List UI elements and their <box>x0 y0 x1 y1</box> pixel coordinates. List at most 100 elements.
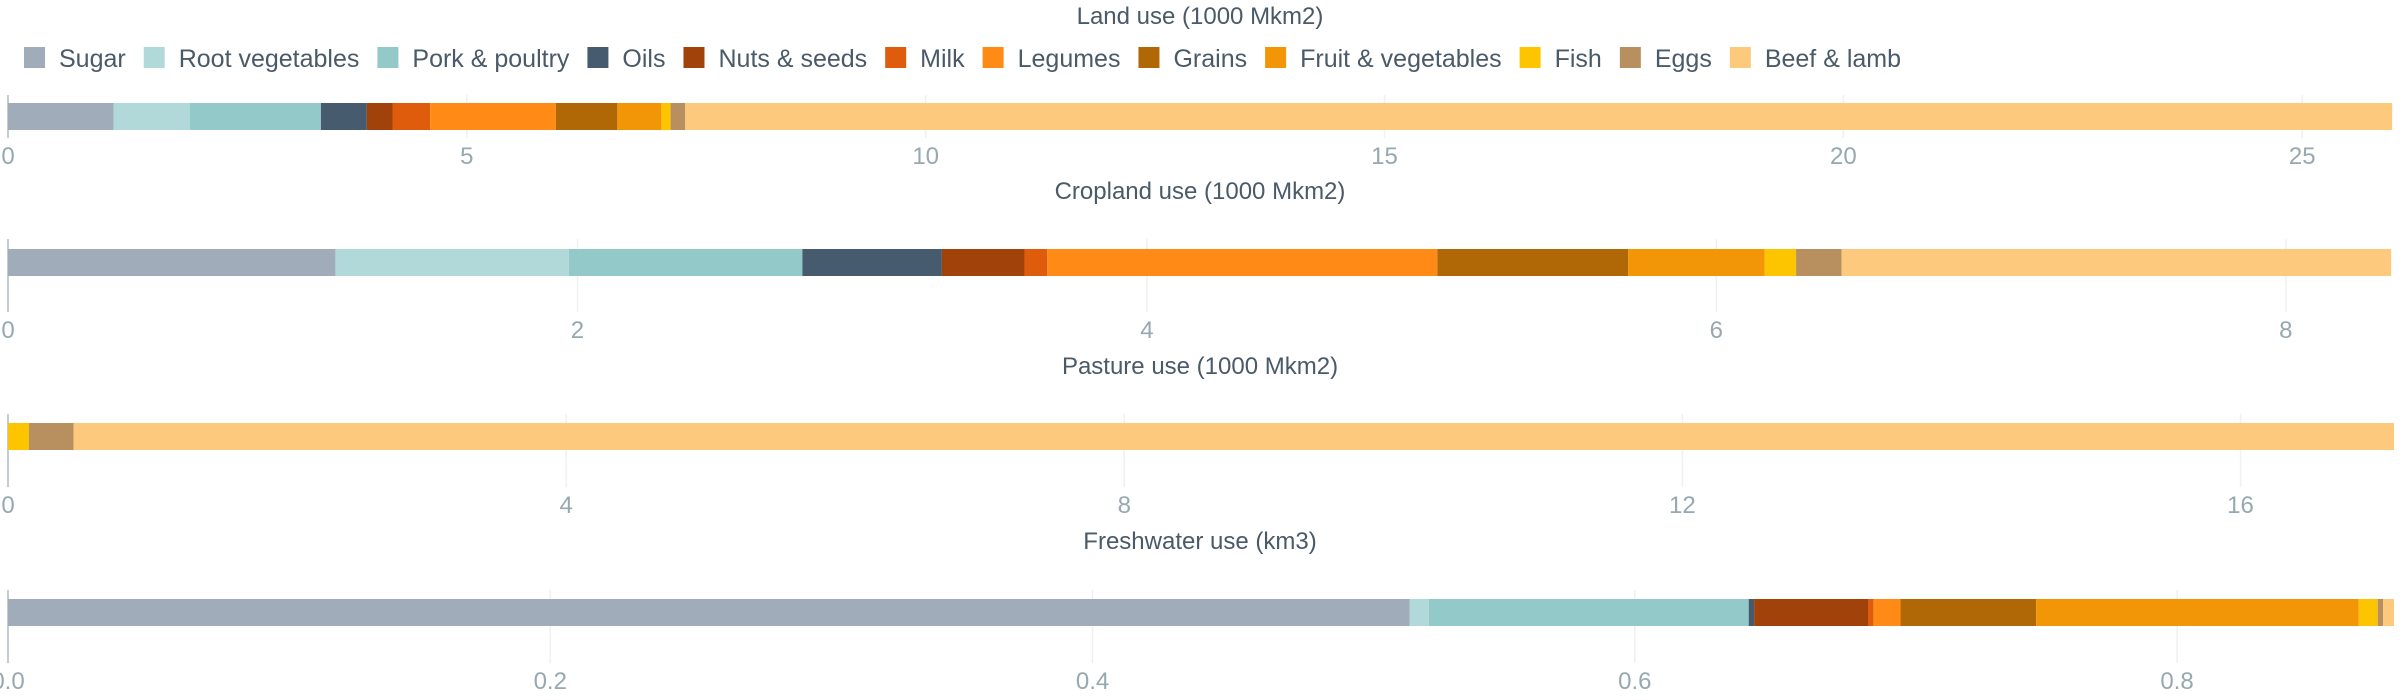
bar-segment-fish <box>2358 599 2378 626</box>
tick-label: 4 <box>559 492 572 519</box>
bar-segment-beef-lamb <box>1841 249 2392 276</box>
bar-segment-fruit-vegetables <box>2036 599 2359 626</box>
bar-segment-grains <box>1437 249 1629 276</box>
bar-segment-fruit-vegetables <box>617 103 662 130</box>
legend-swatch <box>143 47 165 68</box>
legend-item: Fish <box>1519 45 1602 73</box>
legend-item: Eggs <box>1619 45 1712 73</box>
legend-swatch <box>24 47 45 68</box>
tick-label: 0.4 <box>1076 668 1109 695</box>
legend-swatch <box>885 47 907 68</box>
legend-swatch <box>1619 47 1641 68</box>
bar-segment-root-vegetables <box>113 103 190 130</box>
tick-label: 8 <box>1118 492 1131 519</box>
bar-segment-sugar <box>8 599 1410 626</box>
bar-segment-sugar <box>8 103 114 130</box>
legend-item: Beef & lamb <box>1729 45 1901 73</box>
tick-label: 0 <box>1 317 14 344</box>
legend-label: Beef & lamb <box>1765 45 1901 73</box>
tick-label: 2 <box>571 317 584 344</box>
legend-label: Fruit & vegetables <box>1300 45 1502 73</box>
legend-label: Nuts & seeds <box>718 45 867 73</box>
panel-title: Land use (1000 Mkm2) <box>1077 3 1324 30</box>
bar-segment-fish <box>661 103 671 130</box>
bar-segment-root-vegetables <box>1409 599 1429 626</box>
bar-segment-eggs <box>670 103 686 130</box>
bar-segment-pork-poultry <box>568 249 803 276</box>
bar-segment-oils <box>1748 599 1755 626</box>
tick-label: 15 <box>1371 143 1398 170</box>
bar-segment-nuts-seeds <box>1754 599 1868 626</box>
legend-label: Root vegetables <box>179 45 360 73</box>
chart-panel: Pasture use (1000 Mkm2) 0 4 8 12 16 <box>1 353 2395 519</box>
tick-label: 0.8 <box>2160 668 2193 695</box>
legend-label: Milk <box>920 45 965 73</box>
bar-segment-grains <box>555 103 618 130</box>
bar-segment-oils <box>320 103 367 130</box>
tick-label: 20 <box>1830 143 1857 170</box>
panel-title: Cropland use (1000 Mkm2) <box>1055 178 1346 205</box>
chart-panel: Cropland use (1000 Mkm2) 0 2 4 6 8 <box>1 178 2392 344</box>
tick-label: 0.0 <box>0 668 25 695</box>
tick-label: 0.6 <box>1618 668 1651 695</box>
bar-segment-milk <box>392 103 431 130</box>
legend-label: Sugar <box>59 45 126 73</box>
legend-swatch <box>1729 47 1751 68</box>
legend-swatch <box>1138 47 1160 68</box>
legend-label: Fish <box>1555 45 1602 73</box>
legend-swatch <box>1265 47 1287 68</box>
tick-label: 0 <box>1 143 14 170</box>
bar-segment-legumes <box>430 103 556 130</box>
legend-label: Eggs <box>1655 45 1712 73</box>
legend-item: Grains <box>1138 45 1247 73</box>
legend-label: Grains <box>1173 45 1247 73</box>
legend-item: Fruit & vegetables <box>1265 45 1502 73</box>
bar-segment-beef-lamb <box>73 423 2395 450</box>
tick-label: 12 <box>1669 492 1696 519</box>
legend-swatch <box>1519 47 1541 68</box>
legend-swatch <box>982 47 1004 68</box>
legend-label: Legumes <box>1018 45 1121 73</box>
tick-label: 8 <box>2279 317 2292 344</box>
legend-item: Legumes <box>982 45 1121 73</box>
legend-swatch <box>587 47 609 68</box>
bar-segment-eggs <box>2377 599 2384 626</box>
bar-segment-beef-lamb <box>2383 599 2394 626</box>
legend-item: Root vegetables <box>143 45 360 73</box>
legend-label: Pork & poultry <box>412 45 570 73</box>
bar-segment-legumes <box>1873 599 1901 626</box>
bar-segment-oils <box>802 249 942 276</box>
legend-swatch <box>377 47 399 68</box>
legend-label: Oils <box>622 45 665 73</box>
bar-segment-legumes <box>1047 249 1438 276</box>
bar-segment-nuts-seeds <box>366 103 393 130</box>
bar-segment-fruit-vegetables <box>1628 249 1765 276</box>
bar-segment-milk <box>1867 599 1874 626</box>
legend-item: Sugar <box>24 45 126 73</box>
legend: Sugar Root vegetables Pork & poultry Oils Nu… <box>24 45 1901 73</box>
bar-segment-fish <box>1764 249 1797 276</box>
tick-label: 4 <box>1140 317 1153 344</box>
bar-segment-beef-lamb <box>685 103 2393 130</box>
legend-item: Pork & poultry <box>377 45 570 73</box>
tick-label: 25 <box>2289 143 2316 170</box>
tick-label: 10 <box>912 143 939 170</box>
bar-segment-nuts-seeds <box>941 249 1025 276</box>
tick-label: 6 <box>1710 317 1723 344</box>
bar-segment-eggs <box>1796 249 1842 276</box>
tick-label: 0 <box>1 492 14 519</box>
legend-item: Milk <box>885 45 965 73</box>
bar-segment-sugar <box>8 249 336 276</box>
tick-label: 5 <box>460 143 473 170</box>
panel-title: Freshwater use (km3) <box>1083 528 1316 555</box>
chart-panel: Freshwater use (km3) 0.0 0.2 0.4 0.6 0.8 <box>0 528 2394 695</box>
bar-segment-eggs <box>28 423 74 450</box>
legend-swatch <box>683 47 705 68</box>
bar-segment-pork-poultry <box>189 103 321 130</box>
bar-segment-fish <box>8 423 29 450</box>
tick-label: 16 <box>2227 492 2254 519</box>
chart-panel: Land use (1000 Mkm2) 0 5 10 15 20 25 <box>1 3 2393 170</box>
bar-segment-milk <box>1024 249 1048 276</box>
legend-item: Oils <box>587 45 665 73</box>
